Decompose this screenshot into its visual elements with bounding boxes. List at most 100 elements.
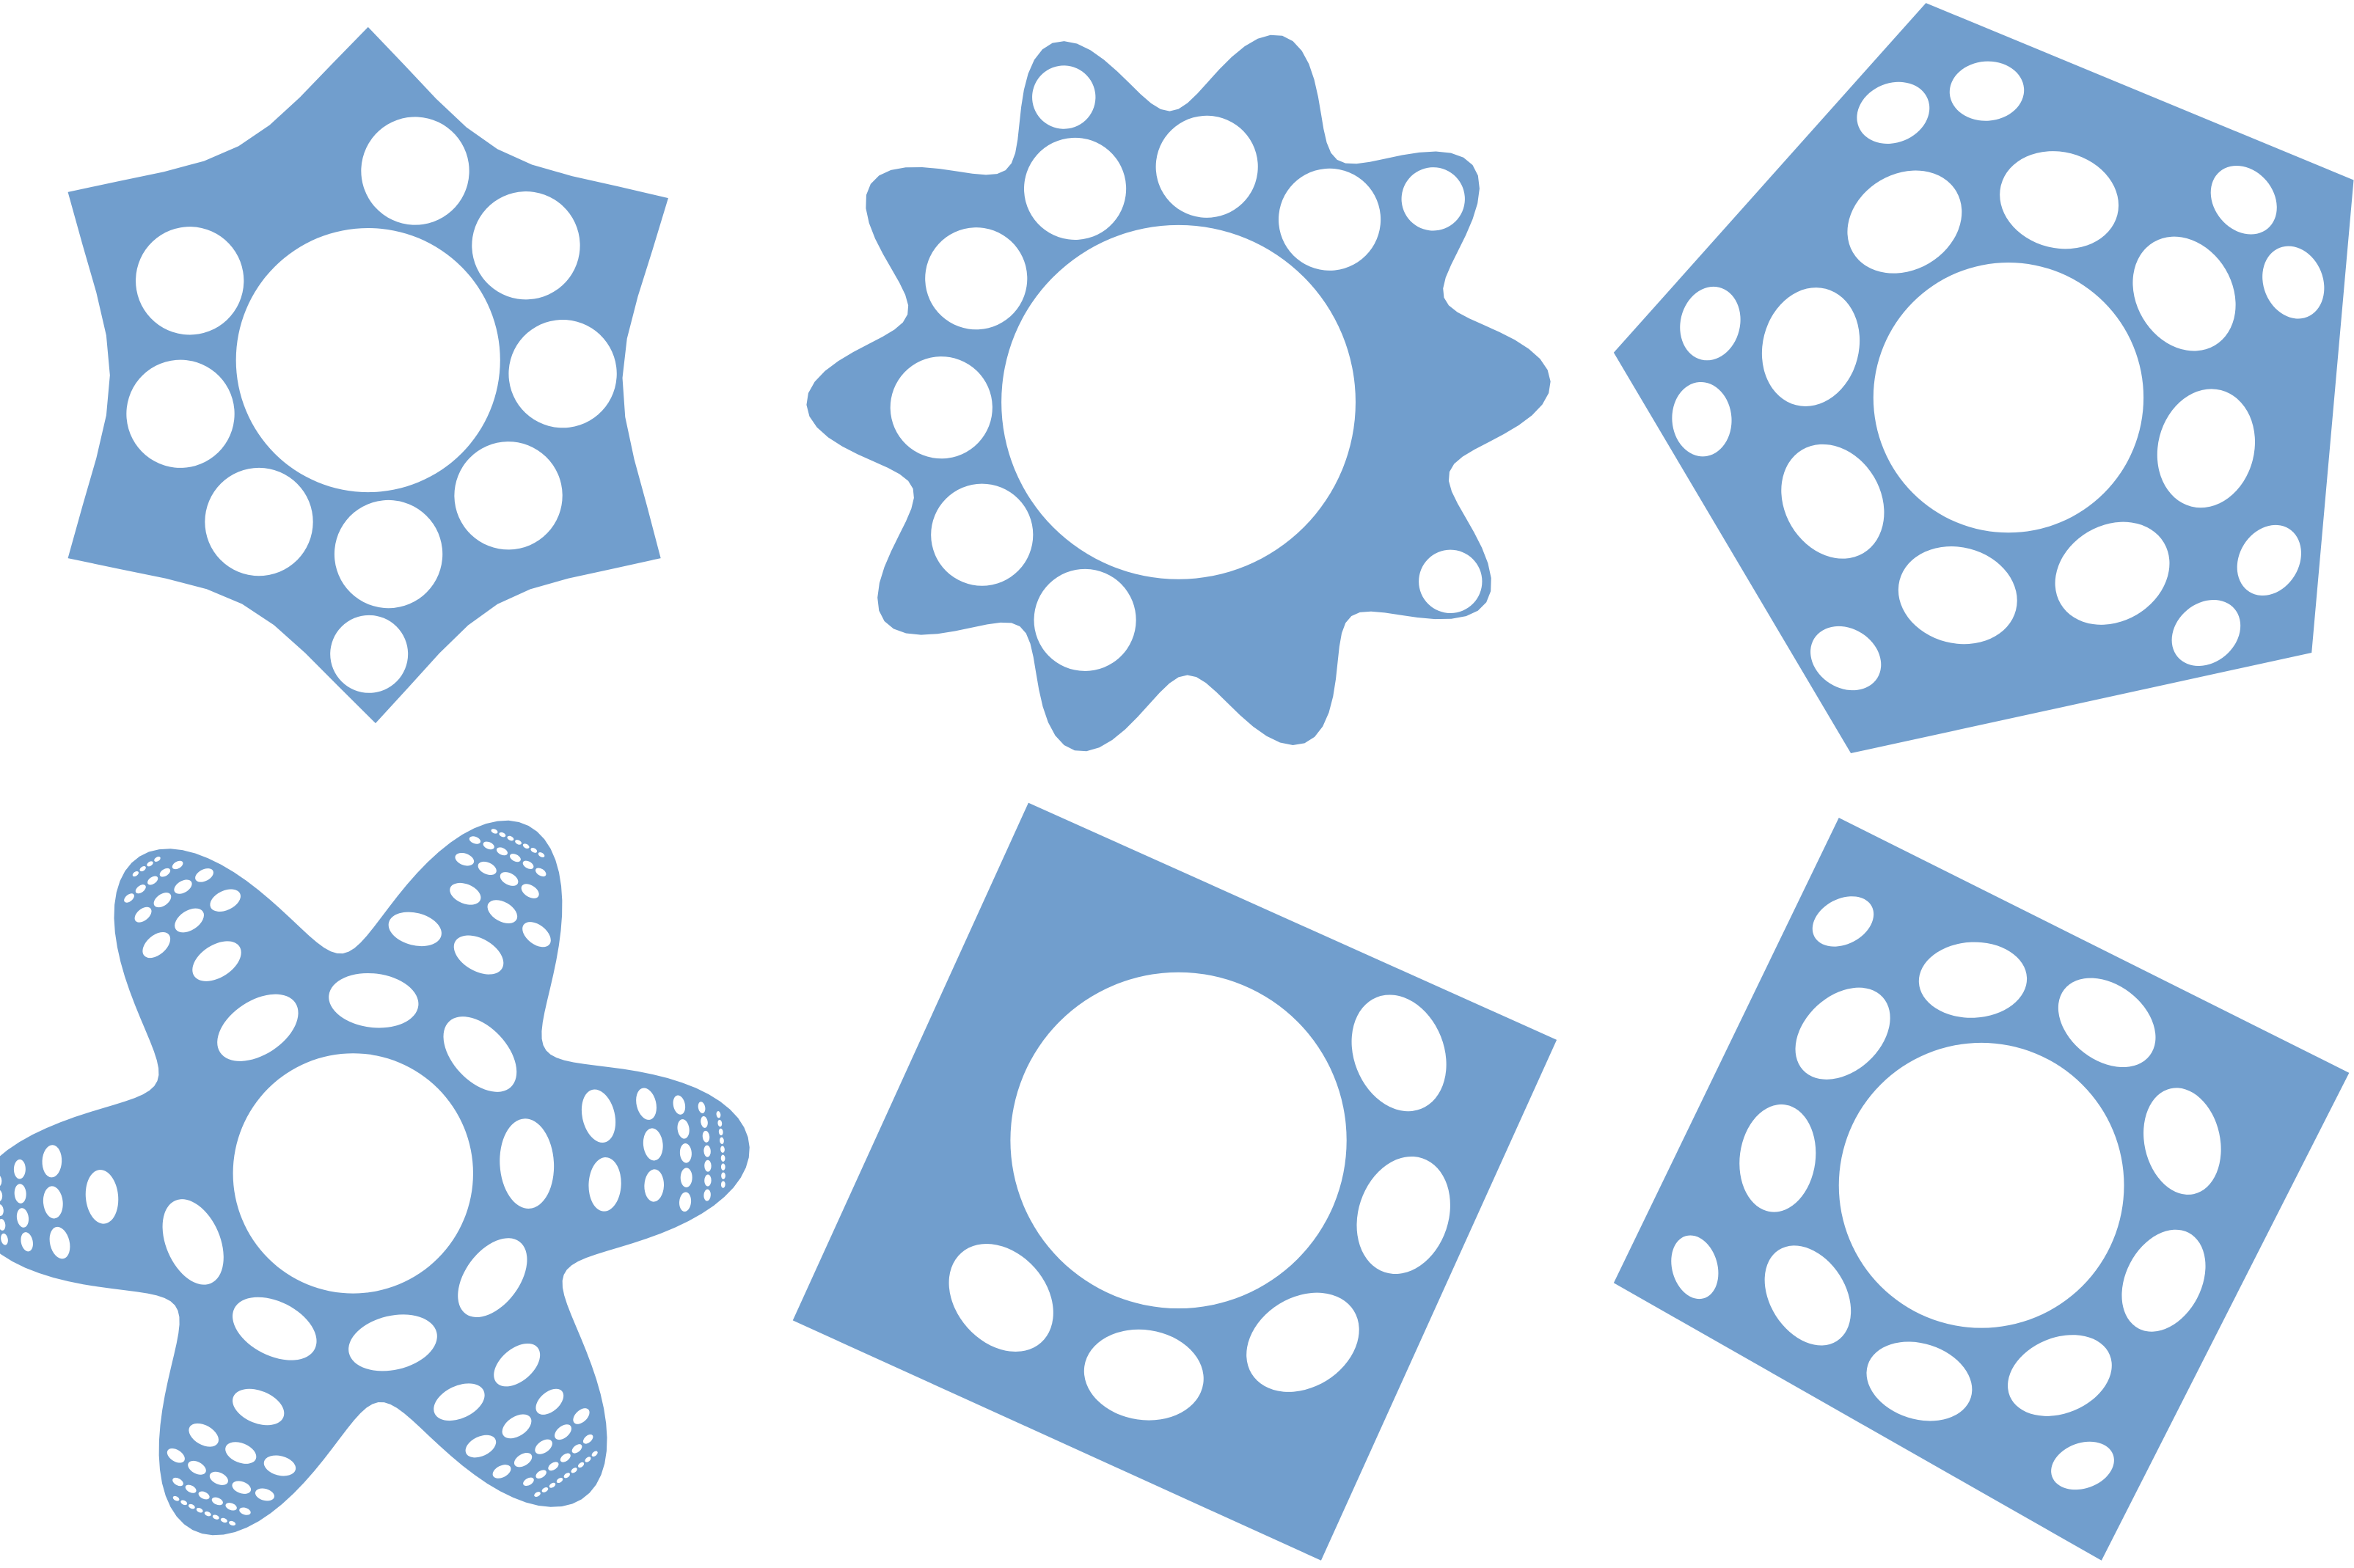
- hole: [1024, 137, 1127, 240]
- hole: [167, 1448, 185, 1463]
- hole: [721, 1172, 725, 1179]
- hole: [515, 840, 522, 845]
- hole: [195, 868, 213, 882]
- fractal-panel: [806, 34, 1551, 752]
- hole: [673, 1095, 686, 1115]
- hole: [563, 1473, 571, 1479]
- hole: [502, 1414, 532, 1439]
- hole: [147, 876, 158, 885]
- hole: [1672, 381, 1732, 457]
- hole: [571, 1468, 577, 1473]
- hole: [13, 1159, 26, 1179]
- hole: [42, 1145, 62, 1178]
- hole: [233, 1297, 317, 1360]
- hole: [361, 117, 469, 225]
- hole: [472, 191, 580, 300]
- hole: [1866, 1341, 1973, 1421]
- hole: [1781, 444, 1885, 559]
- hole: [329, 972, 419, 1028]
- hole: [134, 906, 152, 923]
- hole: [132, 871, 139, 877]
- hole: [536, 1470, 547, 1479]
- hole: [500, 1118, 555, 1209]
- hole: [931, 483, 1034, 586]
- hole: [698, 1102, 706, 1113]
- hole: [1857, 81, 1930, 144]
- hole: [2132, 236, 2236, 351]
- hole: [522, 922, 551, 948]
- hole: [211, 1497, 223, 1506]
- hole: [549, 1482, 556, 1488]
- hole: [1680, 286, 1741, 361]
- hole: [469, 836, 481, 844]
- hole: [510, 854, 521, 862]
- hole: [126, 359, 235, 468]
- hole: [334, 499, 443, 609]
- hole: [507, 835, 514, 841]
- central-hole: [1001, 224, 1356, 579]
- hole: [204, 1511, 211, 1517]
- hole: [0, 1190, 3, 1202]
- hole: [2058, 978, 2156, 1068]
- hole: [2157, 389, 2255, 508]
- hole: [720, 1163, 725, 1170]
- hole: [153, 893, 172, 908]
- hole: [679, 1192, 692, 1212]
- hole: [348, 1314, 437, 1371]
- hole: [14, 1184, 26, 1204]
- hole: [491, 829, 498, 834]
- hole: [154, 857, 161, 862]
- hole: [679, 1143, 692, 1163]
- hole: [443, 1016, 517, 1092]
- hole: [21, 1232, 33, 1252]
- hole: [538, 852, 545, 858]
- hole: [232, 1481, 252, 1494]
- hole: [2051, 1441, 2114, 1490]
- hole: [643, 1128, 663, 1161]
- hole: [2121, 1229, 2206, 1332]
- hole: [465, 1435, 497, 1458]
- hole: [43, 1186, 63, 1219]
- hole: [677, 1119, 690, 1139]
- hole: [1671, 1235, 1719, 1300]
- hole: [147, 861, 153, 867]
- hole: [2008, 1335, 2112, 1416]
- hole: [521, 884, 539, 898]
- fractal-panel: [0, 820, 750, 1536]
- hole: [548, 1462, 559, 1471]
- hole: [454, 442, 563, 550]
- hole: [1898, 546, 2017, 645]
- hole: [513, 1453, 533, 1468]
- hole: [701, 1116, 708, 1128]
- hole: [174, 879, 192, 894]
- hole: [217, 994, 299, 1061]
- hole: [453, 935, 504, 975]
- hole: [703, 1145, 711, 1157]
- hole: [85, 1170, 119, 1224]
- hole: [496, 847, 508, 856]
- hole: [478, 861, 497, 876]
- hole: [136, 227, 244, 335]
- hole: [582, 1434, 593, 1444]
- hole: [263, 1455, 296, 1476]
- hole: [680, 1168, 692, 1187]
- hole: [522, 843, 530, 849]
- hole: [189, 1423, 219, 1447]
- hole: [541, 1487, 549, 1492]
- hole: [492, 1465, 511, 1479]
- hole: [522, 860, 534, 869]
- hole: [702, 1130, 710, 1143]
- hole: [720, 1154, 725, 1162]
- hole: [1764, 1245, 1852, 1346]
- hole: [172, 1477, 183, 1487]
- hole: [2210, 165, 2277, 235]
- hole: [159, 868, 171, 877]
- hole: [716, 1111, 721, 1118]
- hole: [560, 1453, 571, 1462]
- hole: [1155, 115, 1258, 218]
- hole: [330, 615, 409, 693]
- hole: [530, 848, 538, 853]
- hole: [581, 1089, 616, 1143]
- hole: [591, 1451, 598, 1457]
- hole: [1034, 568, 1136, 671]
